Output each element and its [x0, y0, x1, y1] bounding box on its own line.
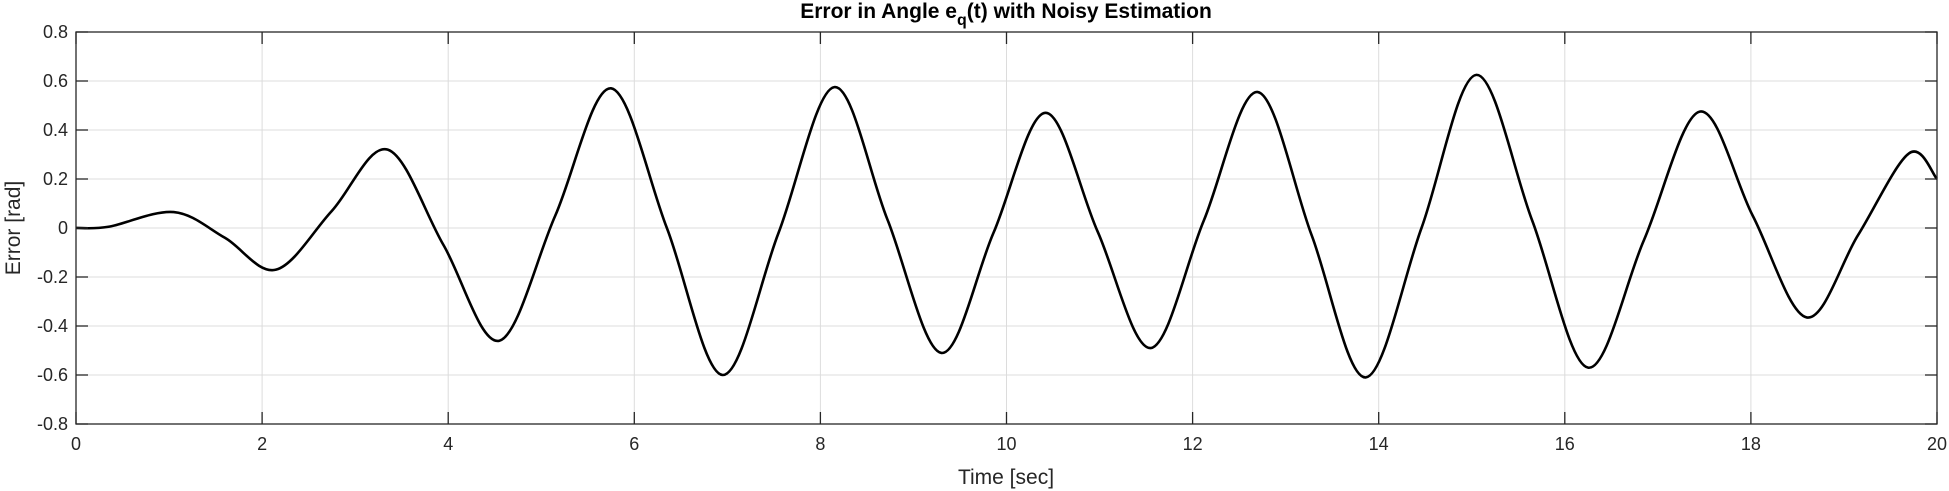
y-tick-label: 0.4 — [43, 120, 68, 140]
x-tick-label: 12 — [1183, 434, 1203, 454]
y-tick-label: -0.6 — [37, 365, 68, 385]
chart-title: Error in Angle eq(t) with Noisy Estimati… — [800, 0, 1212, 29]
y-tick-labels: -0.8 -0.6 -0.4 -0.2 0 0.2 0.4 0.6 0.8 — [37, 22, 68, 434]
chart-title-suffix: (t) with Noisy Estimation — [967, 0, 1212, 23]
x-tick-label: 4 — [443, 434, 453, 454]
chart-title-subscript: q — [957, 12, 967, 29]
y-ticks — [76, 31, 1937, 425]
y-tick-label: 0.8 — [43, 22, 68, 42]
x-tick-label: 16 — [1555, 434, 1575, 454]
x-axis-label: Time [sec] — [958, 466, 1054, 489]
y-axis-label: Error [rad] — [2, 181, 25, 276]
y-tick-label: 0 — [58, 218, 68, 238]
x-ticks — [75, 32, 1938, 424]
y-tick-label: 0.6 — [43, 71, 68, 91]
x-tick-label: 14 — [1369, 434, 1389, 454]
x-tick-label: 20 — [1927, 434, 1947, 454]
x-tick-label: 18 — [1741, 434, 1761, 454]
x-tick-label: 8 — [815, 434, 825, 454]
x-tick-labels: 0 2 4 6 8 10 12 14 16 18 20 — [71, 434, 1947, 454]
y-tick-label: -0.4 — [37, 316, 68, 336]
y-tick-label: -0.2 — [37, 267, 68, 287]
chart-title-prefix: Error in Angle e — [800, 0, 957, 23]
x-tick-label: 0 — [71, 434, 81, 454]
x-tick-label: 6 — [629, 434, 639, 454]
series-line — [75, 73, 1939, 379]
y-tick-label: 0.2 — [43, 169, 68, 189]
x-tick-label: 10 — [996, 434, 1016, 454]
x-tick-label: 2 — [257, 434, 267, 454]
y-tick-label: -0.8 — [37, 414, 68, 434]
